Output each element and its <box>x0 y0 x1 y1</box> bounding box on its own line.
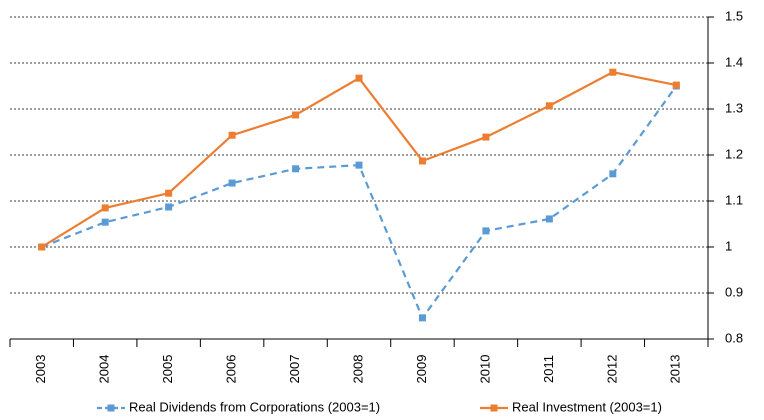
y-tick-label: 1 <box>725 238 732 253</box>
marker <box>38 243 46 251</box>
x-tick-label: 2009 <box>414 355 429 384</box>
series-line <box>41 85 678 321</box>
x-tick-label: 2005 <box>160 355 175 384</box>
marker <box>418 157 426 165</box>
y-tick-label: 0.9 <box>725 284 743 299</box>
x-tick-label: 2013 <box>668 355 683 384</box>
marker <box>355 161 363 169</box>
legend-marker <box>107 404 115 412</box>
y-tick-label: 1.4 <box>725 54 743 69</box>
x-tick-label: 2010 <box>477 355 492 384</box>
marker <box>101 204 109 212</box>
marker <box>609 170 617 178</box>
series-line <box>41 71 677 248</box>
marker <box>101 218 109 226</box>
marker <box>545 215 553 223</box>
marker <box>228 131 236 139</box>
marker <box>672 81 680 89</box>
x-tick-label: 2011 <box>541 355 556 383</box>
y-tick-label: 1.5 <box>725 8 743 23</box>
x-tick-label: 2012 <box>604 355 619 384</box>
marker <box>355 74 363 82</box>
marker <box>228 179 236 187</box>
marker <box>292 111 300 119</box>
marker <box>545 102 553 110</box>
marker <box>482 133 490 141</box>
x-tick-label: 2004 <box>97 355 112 384</box>
marker <box>418 314 426 322</box>
legend-label: Real Investment (2003=1) <box>512 399 662 414</box>
y-tick-label: 0.8 <box>725 330 743 345</box>
marker <box>609 68 617 76</box>
x-tick-label: 2008 <box>350 355 365 384</box>
marker <box>292 165 300 173</box>
marker <box>482 227 490 235</box>
legend-label: Real Dividends from Corporations (2003=1… <box>129 399 380 414</box>
x-tick-label: 2007 <box>287 355 302 384</box>
legend-marker <box>490 404 498 412</box>
marker <box>165 189 173 197</box>
x-tick-label: 2006 <box>224 355 239 384</box>
y-tick-label: 1.3 <box>725 100 743 115</box>
y-tick-label: 1.1 <box>725 192 743 207</box>
marker <box>165 203 173 211</box>
x-tick-label: 2003 <box>33 355 48 384</box>
y-tick-label: 1.2 <box>725 146 743 161</box>
